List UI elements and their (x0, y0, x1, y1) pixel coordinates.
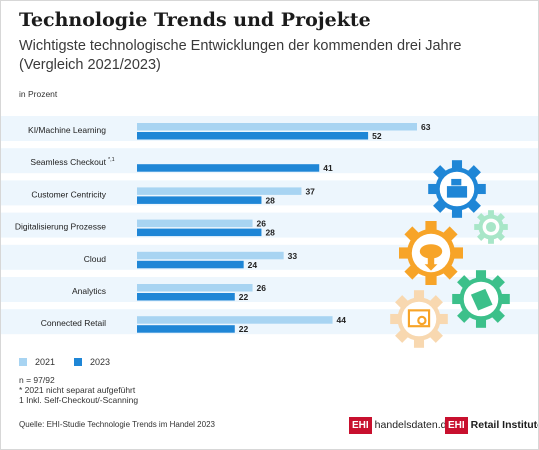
bar-2021 (137, 219, 253, 228)
price-tag-gear-icon (452, 270, 510, 328)
small-mint-gear-icon (474, 210, 508, 244)
bar-value-label: 22 (239, 292, 249, 302)
category-label: Customer Centricity (31, 189, 106, 199)
bar-value-label: 22 (239, 324, 249, 334)
category-label: KI/Machine Learning (28, 125, 106, 135)
category-label: Seamless Checkout (30, 157, 106, 167)
category-label: Digitalisierung Prozesse (15, 222, 106, 232)
chart-subtitle-line-2: (Vergleich 2021/2023) (19, 57, 161, 73)
retail-institute-logo: EHI Retail Institute (445, 416, 539, 434)
bar-value-label: 63 (421, 122, 431, 132)
category-label: Cloud (84, 254, 106, 264)
bar-2023 (137, 132, 369, 140)
bar-2021 (137, 123, 417, 131)
bar-value-label: 33 (288, 251, 298, 261)
chart-title: Technologie Trends und Projekte (19, 9, 371, 31)
bar-value-label: 37 (305, 186, 315, 196)
footnote-star: * 2021 nicht separat aufgeführt (19, 385, 136, 395)
bar-2021 (137, 187, 302, 195)
bar-value-label: 52 (372, 131, 382, 141)
source-note: Quelle: EHI-Studie Technologie Trends im… (19, 420, 215, 429)
category-footnote-marker: *,1 (108, 157, 115, 163)
analytics-gear-icon (390, 290, 448, 348)
bar-2023 (137, 293, 235, 301)
ehi-logo-box-2: EHI (445, 416, 468, 434)
legend-swatch-2023 (74, 358, 82, 366)
handelsdaten-label: handelsdaten.de (374, 419, 453, 431)
legend-label-2021: 2021 (35, 357, 56, 367)
legend-label-2023: 2023 (90, 357, 111, 367)
unit-label: in Prozent (19, 89, 58, 99)
bar-value-label: 28 (265, 228, 275, 238)
chart-subtitle-line-1: Wichtigste technologische Entwicklungen … (19, 38, 462, 54)
bar-value-label: 41 (323, 163, 333, 173)
blue-gear-icon (428, 160, 486, 218)
category-band (1, 277, 538, 302)
bar-value-label: 24 (248, 260, 258, 270)
handelsdaten-logo: EHI handelsdaten.de (349, 416, 452, 434)
gears-illustration (390, 160, 510, 348)
bar-2023 (137, 164, 320, 172)
ehi-logo-box: EHI (349, 416, 372, 434)
bar-2021 (137, 284, 253, 292)
bar-2021 (137, 316, 333, 324)
cloud-gear-icon (399, 221, 463, 285)
bar-value-label: 44 (337, 315, 347, 325)
bar-2023 (137, 325, 235, 333)
bar-value-label: 26 (257, 219, 267, 229)
bar-2023 (137, 228, 262, 237)
sample-size-note: n = 97/92 (19, 375, 55, 385)
footnote-one: 1 Inkl. Self-Checkout/-Scanning (19, 395, 139, 405)
bar-value-label: 28 (265, 195, 275, 205)
bar-2021 (137, 251, 284, 260)
retail-institute-label: Retail Institute (470, 419, 539, 431)
category-label: Analytics (72, 286, 106, 296)
bar-2023 (137, 260, 244, 269)
category-label: Connected Retail (41, 318, 106, 328)
bar-2023 (137, 196, 262, 204)
bar-value-label: 26 (257, 283, 267, 293)
legend-swatch-2021 (19, 358, 27, 366)
